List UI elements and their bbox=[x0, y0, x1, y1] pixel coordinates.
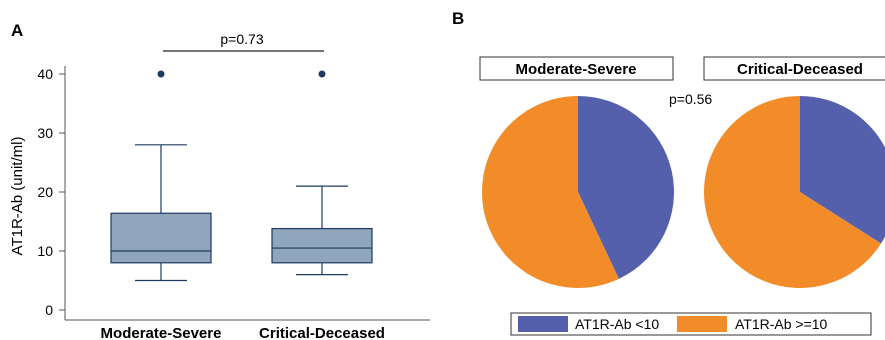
pie-title-1: Moderate-Severe bbox=[516, 61, 637, 78]
pie-1 bbox=[482, 96, 674, 288]
pie-title-2: Critical-Deceased bbox=[737, 61, 863, 78]
y-tick-label: 0 bbox=[45, 302, 53, 318]
y-tick-label: 20 bbox=[37, 184, 53, 200]
p-value-b: p=0.56 bbox=[669, 91, 712, 107]
iqr-box bbox=[110, 212, 212, 264]
pie-slice-high bbox=[704, 96, 882, 289]
y-axis-label: AT1R-Ab (unit/ml) bbox=[9, 137, 26, 256]
pie-slice-low bbox=[578, 96, 674, 279]
legend-label-high: AT1R-Ab >=10 bbox=[735, 316, 828, 332]
outlier-point bbox=[318, 70, 326, 78]
p-value-a: p=0.73 bbox=[220, 31, 263, 47]
box-2 bbox=[271, 70, 373, 276]
pie-slice-low bbox=[800, 96, 885, 244]
panel-label-a: A bbox=[11, 21, 23, 40]
legend-swatch-high bbox=[677, 316, 727, 332]
pie-panel: Moderate-Severe Critical-Deceased p=0.56… bbox=[479, 56, 885, 336]
pie-title-box-1 bbox=[479, 56, 674, 81]
pie-slice-high bbox=[482, 96, 619, 288]
legend-label-low: AT1R-Ab <10 bbox=[575, 316, 659, 332]
pie-title-box-2 bbox=[703, 56, 885, 81]
outlier-point bbox=[157, 70, 165, 78]
legend-swatch-low bbox=[518, 316, 568, 332]
y-tick-label: 40 bbox=[37, 66, 53, 82]
panel-label-b: B bbox=[452, 9, 464, 28]
x-category-label: Critical-Deceased bbox=[259, 325, 385, 340]
iqr-box bbox=[271, 227, 373, 264]
box-1 bbox=[110, 70, 212, 282]
pie-2 bbox=[704, 96, 885, 289]
box-plot: 0 10 20 30 40 AT1R-Ab (unit/ml) Moderate-Sev… bbox=[9, 31, 430, 340]
y-tick-label: 10 bbox=[37, 243, 53, 259]
y-tick-label: 30 bbox=[37, 125, 53, 141]
x-category-label: Moderate-Severe bbox=[101, 325, 222, 340]
